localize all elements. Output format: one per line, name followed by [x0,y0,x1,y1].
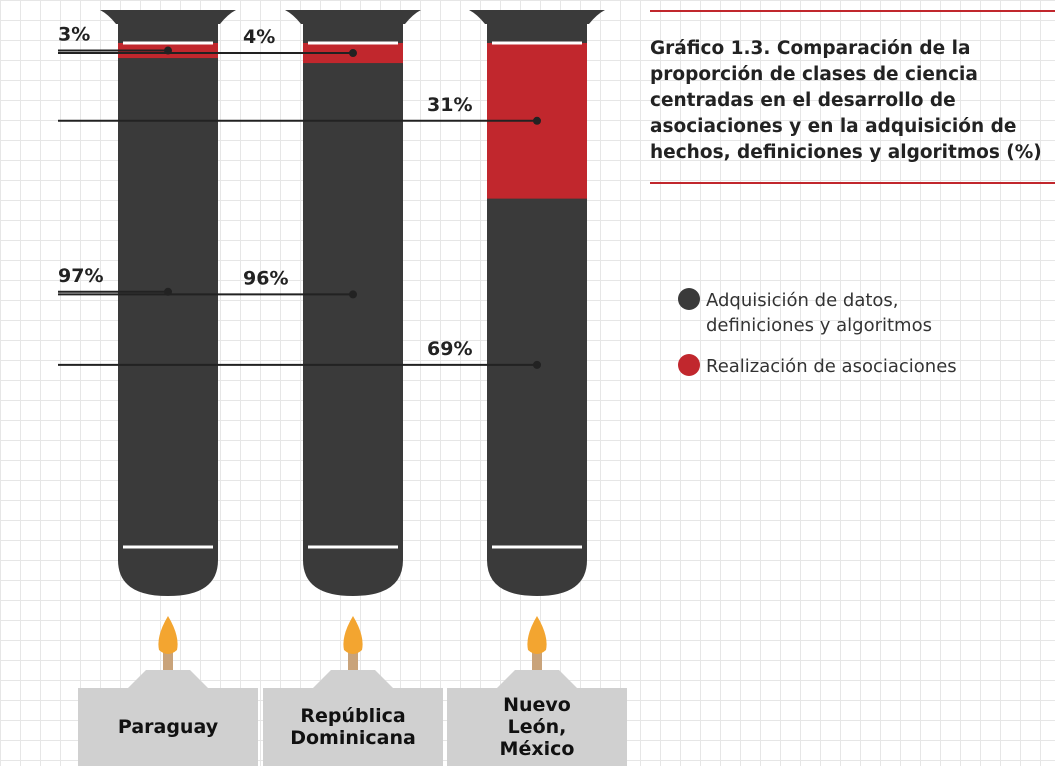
chart-title: Gráfico 1.3. Comparación de la proporció… [650,10,1055,184]
leader-dot [533,116,541,125]
wick [348,645,358,670]
burner-base [263,688,443,766]
value-label: 3% [58,24,90,46]
category-label: Paraguay [117,716,219,738]
flame [527,616,547,654]
legend-swatch [678,288,700,310]
leader-dot [349,49,357,58]
value-label: 4% [243,26,275,48]
bar-segment [303,63,403,545]
bar-segment [487,198,587,545]
value-label: 96% [243,267,288,289]
leader-dot [349,290,357,299]
legend-label: Adquisición de datos, definiciones y alg… [706,290,932,336]
leader-dot [533,360,541,369]
value-label: 31% [427,94,472,116]
burner-top [497,670,577,688]
burner-base [78,688,258,766]
flame [343,616,363,654]
wick [532,645,542,670]
flame [158,616,178,654]
value-label: 97% [58,265,103,287]
legend-item: Realización de asociaciones [678,354,1006,379]
burner-base [447,688,627,766]
wick [163,645,173,670]
legend-label: Realización de asociaciones [706,356,957,377]
category-label: Nuevo León, México [499,694,575,760]
burner-top [128,670,208,688]
legend-swatch [678,354,700,376]
category-label: República Dominicana [290,705,416,749]
legend-item: Adquisición de datos, definiciones y alg… [678,288,1006,338]
value-label: 69% [427,338,472,360]
bar-segment [118,58,218,546]
burner-top [313,670,393,688]
